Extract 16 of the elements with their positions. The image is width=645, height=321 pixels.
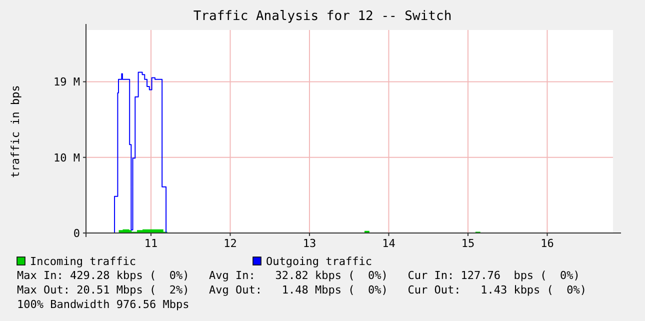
text: Max In: 429.28 kbps ( 0%) Avg In: 32.82 kbps ( 0%) Cur In: 127.76 bps ( 0%) xyxy=(17,269,580,282)
y-tick-label: 19 M xyxy=(54,76,80,89)
legend-label: Incoming traffic xyxy=(30,255,136,268)
x-tick-label: 12 xyxy=(224,237,237,250)
y-tick-label: 0 xyxy=(73,227,80,240)
y-axis-title: traffic in bps xyxy=(9,85,22,178)
x-tick-label: 14 xyxy=(382,237,396,250)
x-tick-label: 15 xyxy=(461,237,475,250)
x-tick-label: 11 xyxy=(144,237,158,250)
text: 100% Bandwidth 976.56 Mbps xyxy=(17,298,190,311)
legend-label: Outgoing traffic xyxy=(266,255,372,268)
chart-title: Traffic Analysis for 12 -- Switch xyxy=(193,9,452,24)
x-tick-label: 13 xyxy=(302,237,316,250)
text: Max Out: 20.51 Mbps ( 2%) Avg Out: 1.48 Mbps ( 0%) Cur Out: 1.43 kbps ( 0%) xyxy=(17,284,587,296)
x-tick-label: 16 xyxy=(540,237,554,250)
y-tick-label: 10 M xyxy=(54,151,80,164)
